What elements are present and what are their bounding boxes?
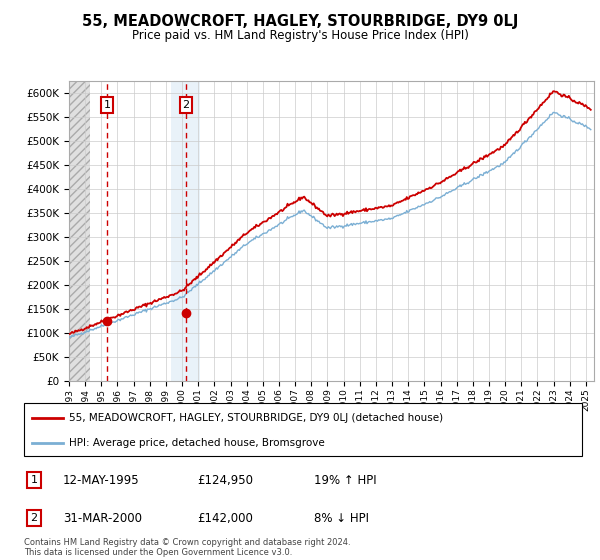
Text: 1: 1 (104, 100, 110, 110)
Text: Price paid vs. HM Land Registry's House Price Index (HPI): Price paid vs. HM Land Registry's House … (131, 29, 469, 42)
Text: £142,000: £142,000 (197, 512, 253, 525)
Text: 19% ↑ HPI: 19% ↑ HPI (314, 474, 377, 487)
Text: 31-MAR-2000: 31-MAR-2000 (63, 512, 142, 525)
Text: 55, MEADOWCROFT, HAGLEY, STOURBRIDGE, DY9 0LJ: 55, MEADOWCROFT, HAGLEY, STOURBRIDGE, DY… (82, 14, 518, 29)
Text: 2: 2 (31, 513, 38, 523)
Text: 1: 1 (31, 475, 38, 486)
Text: £124,950: £124,950 (197, 474, 253, 487)
Text: 12-MAY-1995: 12-MAY-1995 (63, 474, 140, 487)
Text: Contains HM Land Registry data © Crown copyright and database right 2024.
This d: Contains HM Land Registry data © Crown c… (24, 538, 350, 557)
Text: 2: 2 (182, 100, 190, 110)
Bar (171, 81, 200, 381)
Text: 55, MEADOWCROFT, HAGLEY, STOURBRIDGE, DY9 0LJ (detached house): 55, MEADOWCROFT, HAGLEY, STOURBRIDGE, DY… (68, 413, 443, 423)
Text: 8% ↓ HPI: 8% ↓ HPI (314, 512, 369, 525)
Bar (69, 81, 90, 381)
Text: HPI: Average price, detached house, Bromsgrove: HPI: Average price, detached house, Brom… (68, 438, 325, 448)
